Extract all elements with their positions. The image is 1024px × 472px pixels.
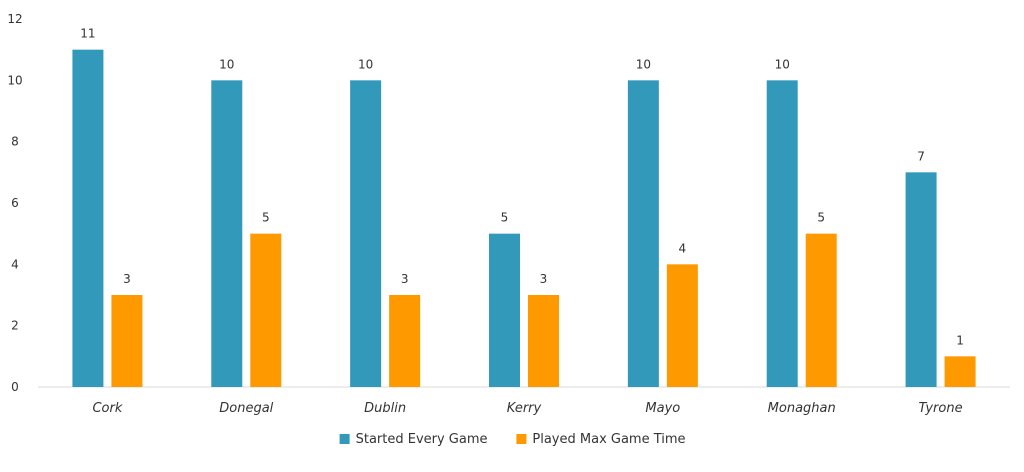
bar-tyrone-series-1 [905,172,937,387]
legend-label: Played Max Game Time [532,432,685,447]
y-tick-label: 12 [7,12,22,26]
bar-donegal-series-2 [250,233,282,387]
y-tick-label: 4 [11,257,19,271]
data-label: 10 [219,57,234,71]
bar-tyrone-series-2 [944,356,976,387]
data-label: 7 [917,149,925,163]
data-label: 3 [123,272,131,286]
bar-mayo-series-2 [666,264,698,387]
legend-swatch [516,434,527,444]
data-label: 10 [636,57,651,71]
x-tick-label: Monaghan [768,401,836,416]
data-label: 4 [679,241,687,255]
bar-monaghan-series-2 [805,233,837,387]
legend-label: Started Every Game [356,432,488,447]
y-axis-ticks: 0 2 4 6 8 10 12 [7,12,22,394]
x-tick-label: Cork [92,401,122,416]
y-tick-label: 0 [11,380,19,394]
category-labels: Cork Donegal Dublin Kerry Mayo Monaghan Tyrone [92,401,962,416]
legend: Started Every Game Played Max Game Time [339,432,686,447]
legend-swatch [339,434,350,444]
data-label: 10 [775,57,790,71]
data-label: 3 [540,272,548,286]
x-tick-label: Dublin [364,401,406,416]
x-tick-label: Kerry [507,401,542,416]
data-label: 3 [401,272,409,286]
bar-dublin-series-1 [350,80,382,387]
y-tick-label: 6 [11,196,19,210]
data-label: 11 [80,27,95,41]
x-tick-label: Donegal [219,401,273,416]
bar-cork-series-2 [111,295,143,387]
x-tick-label: Tyrone [919,401,963,416]
bar-monaghan-series-1 [766,80,798,387]
y-tick-label: 2 [11,319,19,333]
bars-group [72,49,976,388]
y-tick-label: 8 [11,135,19,149]
bar-dublin-series-2 [389,295,421,387]
data-label: 10 [358,57,373,71]
bar-cork-series-1 [72,49,104,388]
data-label: 5 [262,211,270,225]
data-labels-group: 11 3 10 5 10 3 5 3 10 4 10 5 7 1 [80,27,964,348]
data-label: 1 [956,333,964,347]
x-tick-label: Mayo [645,401,680,416]
data-label: 5 [501,211,509,225]
data-label: 5 [817,211,825,225]
bar-kerry-series-1 [489,233,520,387]
bar-kerry-series-2 [528,295,559,387]
bar-donegal-series-1 [211,80,243,387]
y-tick-label: 10 [7,73,22,87]
bar-mayo-series-1 [627,80,659,387]
